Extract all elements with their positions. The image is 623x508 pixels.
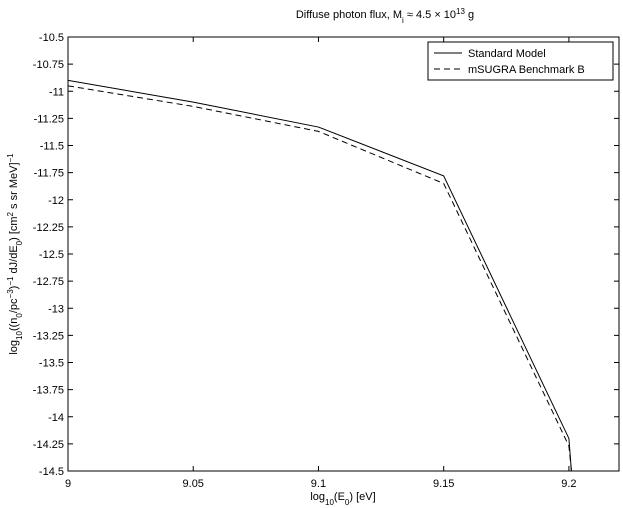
plot-frame: [67, 36, 620, 472]
y-tick-label: -12.75: [33, 276, 64, 288]
y-tick-label: -14: [48, 412, 64, 424]
y-tick-label: -11.5: [40, 141, 64, 153]
x-tick-label: 9.15: [433, 478, 454, 490]
y-tick-label: -13.5: [39, 358, 64, 370]
x-tick-label: 9.1: [311, 478, 326, 490]
label-part: ((n: [8, 318, 20, 331]
y-tick-label: -11.75: [34, 168, 64, 180]
label-part: 0: [15, 313, 24, 318]
label-part: 0: [15, 240, 24, 245]
y-tick-label: -13.75: [33, 385, 64, 397]
y-tick-label: -14.25: [33, 439, 64, 451]
label-part: 0: [345, 498, 350, 507]
label-part: s sr MeV]: [8, 162, 20, 212]
y-tick-label: -10.75: [33, 59, 64, 71]
chart-title: Diffuse photon flux, Mi ≈ 4.5 × 1013 g: [296, 7, 474, 25]
label-part: 10: [15, 331, 24, 340]
data-line: [68, 85, 572, 471]
y-tick-label: -12.5: [39, 249, 64, 261]
x-tick-label: 9: [65, 478, 71, 490]
y-tick-label: -14.5: [39, 466, 64, 478]
y-tick-label: -12.25: [33, 222, 64, 234]
legend-box: [427, 41, 614, 81]
label-part: ): [8, 286, 20, 290]
y-tick-label: -10.5: [39, 32, 64, 44]
data-line: [68, 79, 572, 471]
label-part: (E: [334, 491, 345, 503]
legend-label: Standard Model: [468, 48, 546, 60]
x-tick-label: 9.2: [561, 478, 576, 490]
y-tick-label: -11: [49, 86, 64, 98]
title-part: g: [465, 9, 474, 21]
label-part: log: [8, 340, 20, 355]
legend-label: mSUGRA Benchmark B: [468, 64, 585, 76]
y-tick-label: -11.25: [34, 113, 64, 125]
label-part: −3: [6, 289, 15, 299]
title-part: Diffuse photon flux, M: [296, 9, 402, 21]
label-part: /pc: [8, 298, 20, 313]
y-tick-label: -13: [48, 303, 64, 315]
label-part: −1: [6, 276, 15, 286]
x-tick-label: 9.05: [183, 478, 204, 490]
y-axis-label: log10((n0/pc−3)−1 dJ/dE0) [cm2 s sr MeV]…: [6, 153, 24, 355]
title-part: 13: [456, 7, 465, 16]
label-part: log: [310, 491, 325, 503]
label-part: ) [cm: [8, 216, 20, 240]
y-tick-label: -13.25: [33, 330, 64, 342]
title-part: ≈ 4.5 × 10: [404, 9, 456, 21]
x-axis-label: log10(E0) [eV]: [310, 491, 375, 507]
label-part: −1: [6, 153, 15, 163]
title-part: i: [402, 16, 404, 25]
label-part: 10: [325, 498, 334, 507]
y-tick-label: -12: [48, 195, 64, 207]
label-part: dJ/dE: [8, 245, 20, 276]
label-part: ) [eV]: [349, 491, 375, 503]
label-part: 2: [6, 211, 15, 216]
